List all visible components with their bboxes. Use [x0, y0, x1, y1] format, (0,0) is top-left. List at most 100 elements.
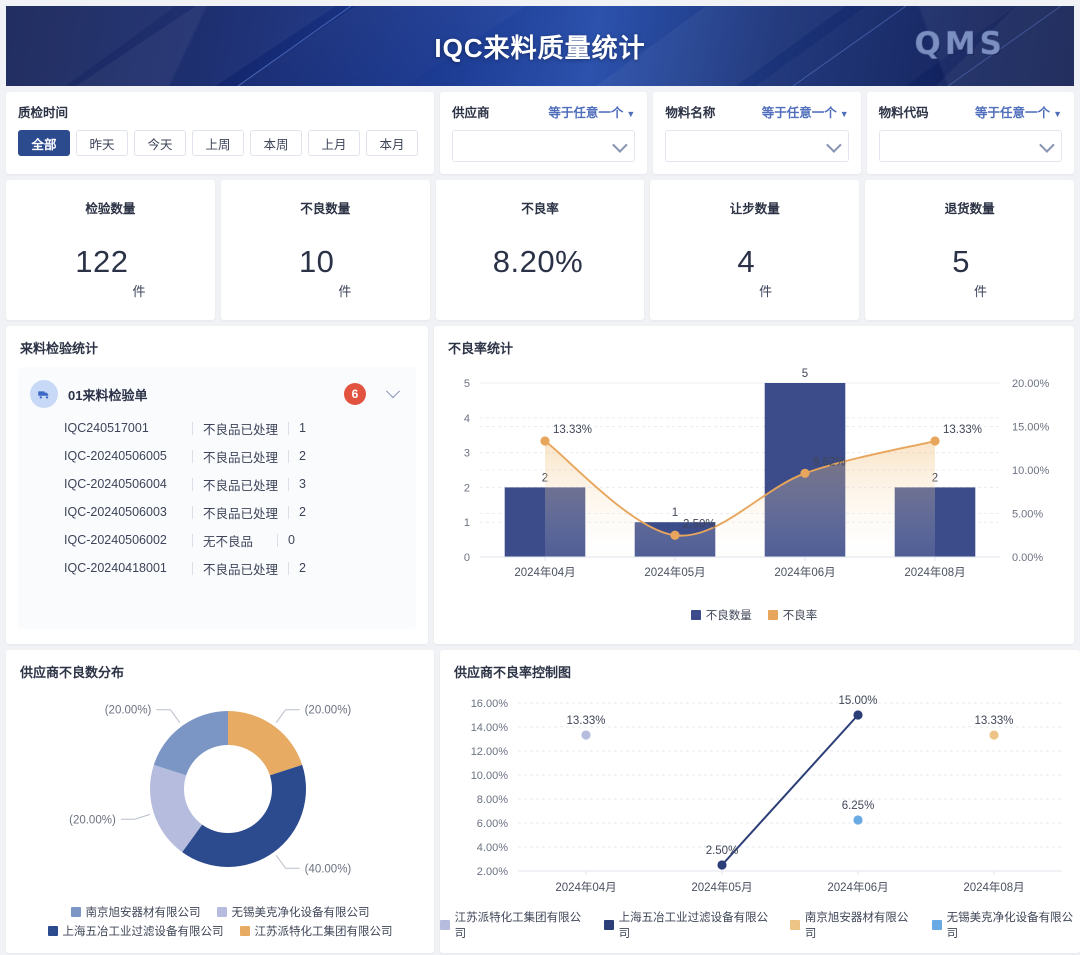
legend-item[interactable]: 不良数量: [690, 607, 752, 623]
line-point[interactable]: [540, 436, 550, 446]
y-axis-left-tick: 0: [464, 552, 470, 564]
material-name-filter-label: 物料名称: [665, 106, 716, 120]
y-axis-left-tick: 4: [464, 413, 470, 425]
series-point-label: 13.33%: [974, 715, 1013, 727]
divider: [192, 477, 193, 491]
inspection-code: IQC-20240418001: [64, 561, 167, 575]
supplier-defect-control-chart[interactable]: 2.00% 4.00% 6.00% 8.00% 10.00% 12.00% 14.00% 16…: [440, 681, 1080, 921]
inspection-status: 不良品已处理: [203, 450, 279, 465]
series-point[interactable]: [581, 730, 591, 740]
legend-item[interactable]: 江苏派特化工集团有限公司: [239, 923, 393, 939]
inspection-qty: 0: [288, 533, 295, 547]
line-point[interactable]: [930, 436, 940, 446]
control-chart-panel: 供应商不良率控制图 2.00% 4.00% 6.00% 8.00% 10.00% 12.0…: [440, 650, 1080, 953]
inspection-group-header[interactable]: 01来料检验单 6: [30, 377, 404, 411]
legend-item[interactable]: 不良率: [767, 607, 817, 623]
list-item[interactable]: IQC-20240506004 不良品已处理 3: [30, 470, 404, 498]
kpi-value: 4: [737, 243, 756, 279]
time-option-last-week[interactable]: 上周: [192, 130, 244, 156]
time-option-this-month[interactable]: 本月: [366, 130, 418, 156]
divider: [192, 561, 193, 575]
legend-label: 无锡美克净化设备有限公司: [231, 907, 370, 919]
inspection-code: IQC-20240506005: [64, 449, 167, 463]
time-option-yesterday[interactable]: 昨天: [76, 130, 128, 156]
series-point[interactable]: [989, 730, 999, 740]
kpi-card-defect-rate: 不良率 8.20%: [435, 180, 645, 320]
x-axis-tick: 2024年08月: [963, 880, 1024, 894]
y-axis-tick: 8.00%: [477, 794, 508, 806]
inspection-status: 不良品已处理: [203, 478, 279, 493]
legend-item[interactable]: 上海五冶工业过滤设备有限公司: [604, 909, 774, 941]
line-point[interactable]: [800, 468, 810, 478]
y-axis-left-tick: 2: [464, 482, 470, 494]
legend-item[interactable]: 南京旭安器材有限公司: [790, 909, 916, 941]
y-axis-right-tick: 5.00%: [1012, 509, 1043, 521]
x-axis-tick: 2024年06月: [774, 565, 835, 579]
legend-swatch: [216, 907, 227, 917]
line-value-label: 2.50%: [683, 518, 716, 530]
legend-label: 上海五冶工业过滤设备有限公司: [618, 912, 769, 940]
legend-item[interactable]: 南京旭安器材有限公司: [70, 904, 201, 920]
y-axis-right-tick: 15.00%: [1012, 422, 1050, 434]
supplier-filter-operator[interactable]: 等于任意一个 ▼: [548, 102, 635, 121]
pie-slice[interactable]: [153, 711, 228, 776]
material-code-select[interactable]: [878, 130, 1062, 162]
line-point[interactable]: [670, 530, 680, 540]
list-item[interactable]: IQC-20240418001 不良品已处理 2: [30, 554, 404, 582]
y-axis-tick: 16.00%: [471, 698, 509, 710]
pie-slice[interactable]: [182, 764, 306, 867]
y-axis-left-tick: 5: [464, 378, 470, 390]
divider: [192, 505, 193, 519]
inspection-qty: 1: [299, 421, 306, 435]
list-item[interactable]: IQC-20240506003 不良品已处理 2: [30, 498, 404, 526]
material-code-filter-operator[interactable]: 等于任意一个 ▼: [975, 102, 1062, 121]
list-item[interactable]: IQC-20240506005 不良品已处理 2: [30, 442, 404, 470]
pie-slice[interactable]: [228, 711, 303, 776]
legend-swatch: [604, 920, 614, 930]
series-point[interactable]: [853, 815, 863, 825]
divider: [288, 505, 290, 519]
legend-item[interactable]: 上海五冶工业过滤设备有限公司: [47, 923, 224, 939]
pie-legend-wrap: 南京旭安器材有限公司 无锡美克净化设备有限公司 上海五冶工业过滤设备有限公司 江苏派…: [6, 901, 434, 939]
time-option-last-month[interactable]: 上月: [308, 130, 360, 156]
material-name-select[interactable]: [665, 130, 849, 162]
y-axis-tick: 14.00%: [471, 722, 509, 734]
control-chart-legend: 江苏派特化工集团有限公司 上海五冶工业过滤设备有限公司 南京旭安器材有限公司 无锡美克…: [440, 909, 1080, 941]
line-value-label: 13.33%: [943, 424, 982, 436]
pie-legend-row-1: 南京旭安器材有限公司 无锡美克净化设备有限公司: [6, 904, 434, 920]
kpi-card-defect-qty: 不良数量 10 件: [220, 180, 430, 320]
inspection-status: 不良品已处理: [203, 562, 279, 577]
material-name-filter-operator[interactable]: 等于任意一个 ▼: [762, 102, 849, 121]
legend-item[interactable]: 无锡美克净化设备有限公司: [932, 909, 1080, 941]
y-axis-left-tick: 1: [464, 517, 470, 529]
y-axis-right-tick: 10.00%: [1012, 465, 1050, 477]
defect-rate-chart[interactable]: 0123450.00%5.00%10.00%15.00%20.00%215213…: [434, 357, 1074, 607]
pie-slice[interactable]: [150, 764, 203, 853]
inspection-qty: 2: [299, 505, 306, 519]
chevron-down-icon: [1039, 136, 1055, 153]
material-code-operator-text: 等于任意一个: [975, 106, 1051, 120]
truck-icon: [30, 380, 58, 408]
supplier-select[interactable]: [452, 130, 636, 162]
chevron-down-icon: [612, 136, 629, 153]
time-option-this-week[interactable]: 本周: [250, 130, 302, 156]
legend-item[interactable]: 江苏派特化工集团有限公司: [440, 909, 588, 941]
series-point[interactable]: [853, 710, 863, 720]
series-point[interactable]: [717, 860, 727, 870]
kpi-value: 8.20%: [492, 243, 584, 279]
series-point-label: 13.33%: [566, 715, 605, 727]
y-axis-tick: 2.00%: [477, 866, 508, 878]
list-item[interactable]: IQC240517001 不良品已处理 1: [30, 414, 404, 442]
legend-label: 南京旭安器材有限公司: [804, 912, 909, 940]
time-range-segmented-control: 全部 昨天 今天 上周 本周 上月 本月: [18, 130, 422, 156]
defect-rate-chart-panel: 不良率统计 0 1 2 3 4 5 0.00% 5.00% 10.00% 15.00% 20.00%…: [434, 326, 1074, 644]
y-axis-left-tick: 3: [464, 448, 470, 460]
time-option-today[interactable]: 今天: [134, 130, 186, 156]
time-option-all[interactable]: 全部: [18, 130, 70, 156]
supplier-defect-pie[interactable]: (20.00%) (40.00%) (20.00%) (20.00%): [6, 681, 434, 896]
legend-label: 南京旭安器材有限公司: [85, 907, 201, 919]
list-item[interactable]: IQC-20240506002 无不良品 0: [30, 526, 404, 554]
legend-item[interactable]: 无锡美克净化设备有限公司: [216, 904, 370, 920]
x-axis-tick: 2024年08月: [904, 565, 965, 579]
chevron-down-icon[interactable]: [385, 384, 401, 399]
